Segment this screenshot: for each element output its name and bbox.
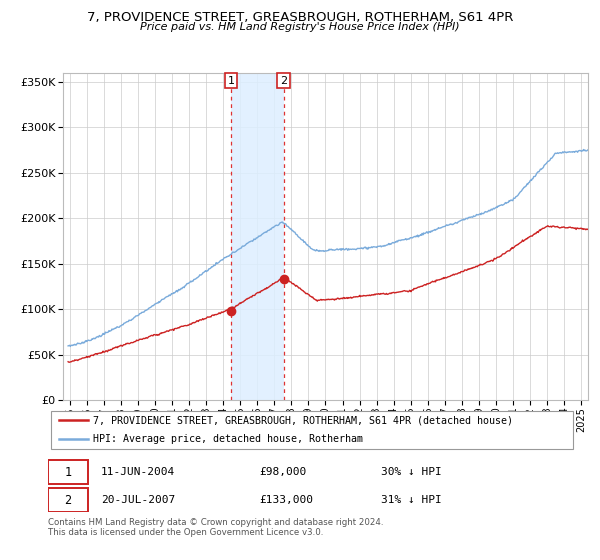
FancyBboxPatch shape	[48, 488, 88, 512]
Text: 2: 2	[280, 76, 287, 86]
Text: 30% ↓ HPI: 30% ↓ HPI	[380, 467, 442, 477]
Text: 11-JUN-2004: 11-JUN-2004	[101, 467, 175, 477]
Bar	[231, 73, 284, 400]
Text: 2: 2	[64, 493, 71, 507]
Text: 7, PROVIDENCE STREET, GREASBROUGH, ROTHERHAM, S61 4PR (detached house): 7, PROVIDENCE STREET, GREASBROUGH, ROTHE…	[93, 415, 513, 425]
Text: Price paid vs. HM Land Registry's House Price Index (HPI): Price paid vs. HM Land Registry's House …	[140, 22, 460, 32]
Text: 20-JUL-2007: 20-JUL-2007	[101, 495, 175, 505]
Text: 7, PROVIDENCE STREET, GREASBROUGH, ROTHERHAM, S61 4PR: 7, PROVIDENCE STREET, GREASBROUGH, ROTHE…	[87, 11, 513, 24]
Text: Contains HM Land Registry data © Crown copyright and database right 2024.
This d: Contains HM Land Registry data © Crown c…	[48, 518, 383, 538]
Text: £98,000: £98,000	[259, 467, 307, 477]
Text: 31% ↓ HPI: 31% ↓ HPI	[380, 495, 442, 505]
Text: £133,000: £133,000	[259, 495, 313, 505]
Text: 1: 1	[227, 76, 235, 86]
Text: 1: 1	[64, 465, 71, 479]
Text: HPI: Average price, detached house, Rotherham: HPI: Average price, detached house, Roth…	[93, 435, 363, 445]
FancyBboxPatch shape	[50, 411, 574, 449]
FancyBboxPatch shape	[48, 460, 88, 484]
